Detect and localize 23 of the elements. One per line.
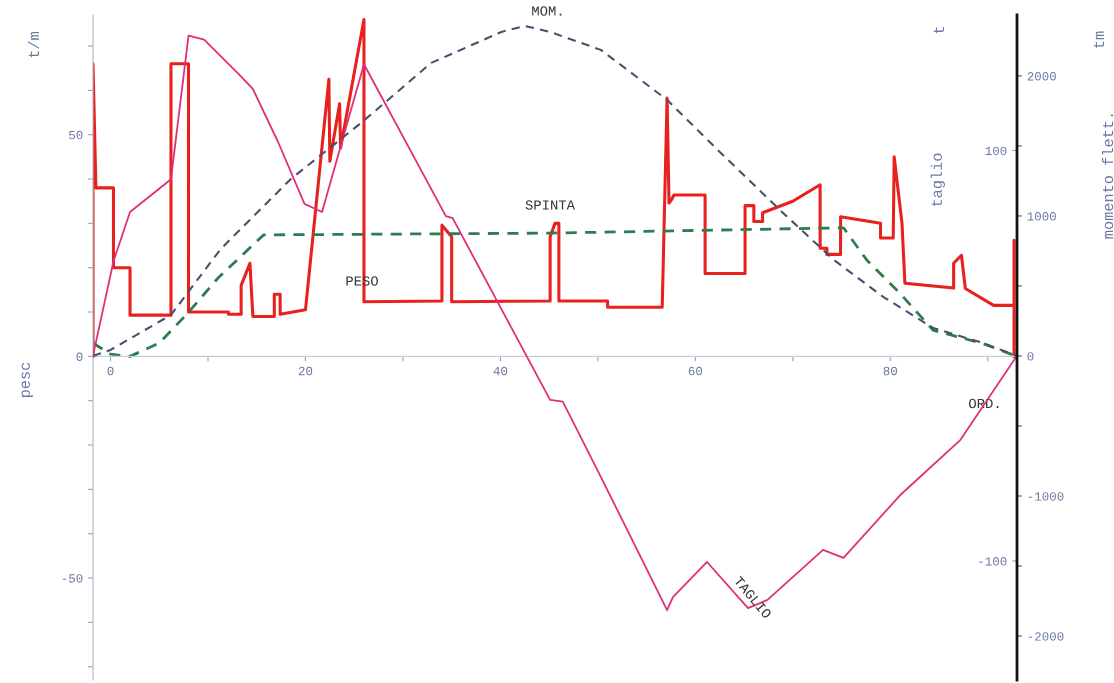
- y3-tick-label: 1000: [1027, 212, 1056, 221]
- y2-tick-label: -100: [979, 557, 1007, 566]
- y-axis-title: pesc: [21, 362, 33, 397]
- y-tick-label: -50: [62, 574, 83, 583]
- y3-tick-label: 0: [1027, 352, 1034, 361]
- text: tm: [1093, 31, 1105, 48]
- text: t/m: [27, 32, 40, 58]
- annotation: SPINTA: [525, 200, 575, 210]
- x-tick-label: 40: [493, 366, 508, 376]
- x-tick-label: 80: [883, 366, 898, 376]
- y-tick-label: 0: [76, 352, 83, 362]
- y3-tick-label: -2000: [1028, 632, 1064, 641]
- y3-axis-title: momento flett.: [1102, 114, 1114, 239]
- y3-tick-label: 2000: [1027, 72, 1056, 81]
- y-tick-label: 50: [69, 130, 83, 140]
- x-tick-label: 60: [688, 366, 703, 376]
- y2-tick-label: 100: [985, 146, 1007, 156]
- annotation: t: [933, 27, 945, 34]
- y2-axis-title: taglio: [930, 153, 945, 207]
- x-tick-label: 20: [298, 366, 313, 376]
- x-tick-label: 0: [107, 366, 114, 376]
- annotation: MOM.: [532, 6, 562, 16]
- y3-tick-label: -1000: [1028, 492, 1064, 501]
